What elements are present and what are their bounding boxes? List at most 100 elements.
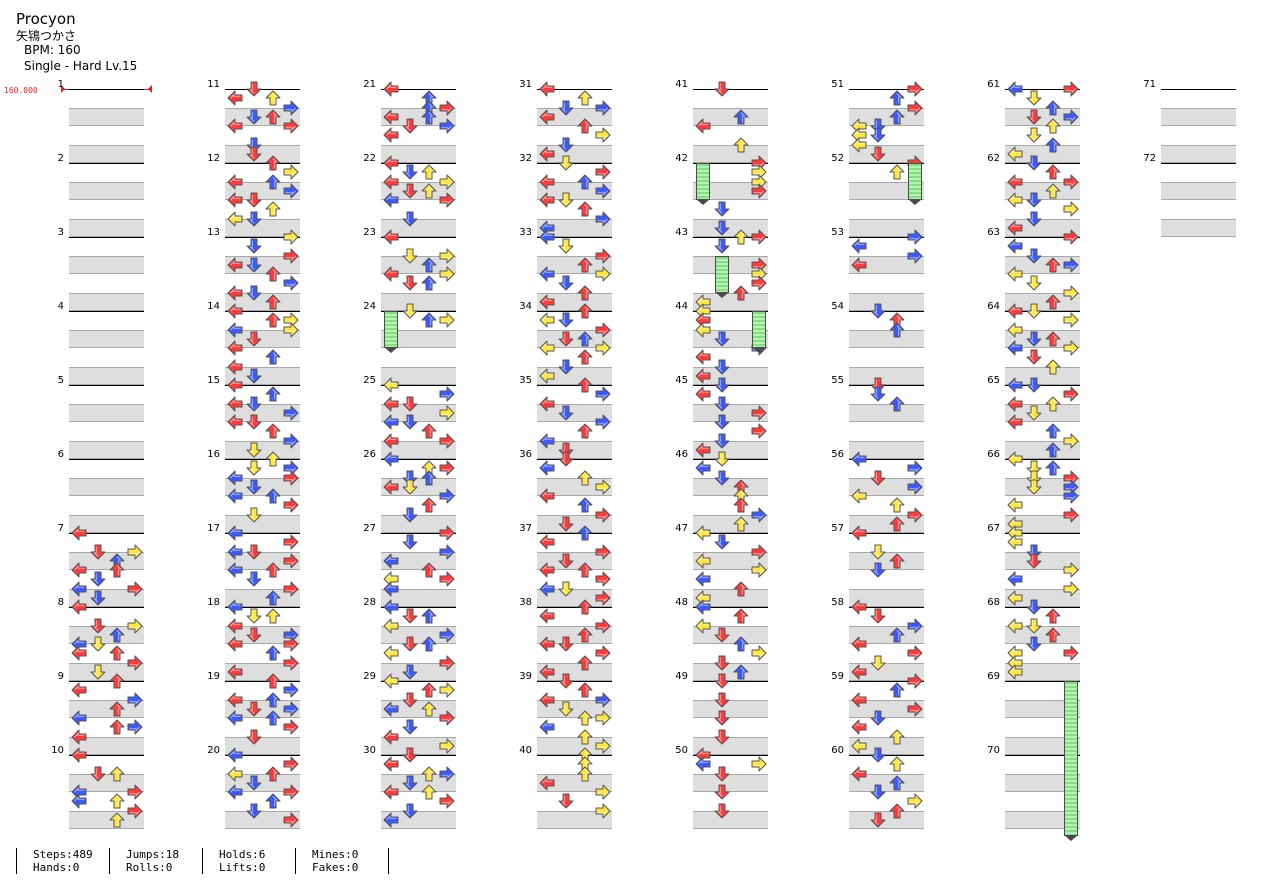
measure-number: 5 [57, 375, 64, 386]
note-arrow-up [265, 710, 281, 726]
note-arrow-right [439, 433, 455, 449]
beat-band [1005, 514, 1080, 533]
note-arrow-left [227, 90, 243, 106]
note-arrow-down [714, 359, 730, 375]
note-arrow-down [246, 238, 262, 254]
note-arrow-right [1063, 229, 1079, 245]
note-arrow-right [751, 562, 767, 578]
note-arrow-down [402, 164, 418, 180]
beat-band [381, 292, 456, 311]
note-arrow-down [1026, 155, 1042, 171]
measure-number: 71 [1143, 79, 1156, 90]
note-arrow-up [1045, 396, 1061, 412]
note-arrow-down [714, 766, 730, 782]
beat-band [1005, 625, 1080, 644]
measure-line [849, 459, 924, 460]
note-arrow-up [421, 497, 437, 513]
note-arrow-down [558, 636, 574, 652]
measure-line [849, 681, 924, 682]
note-arrow-down [246, 460, 262, 476]
measure-line [849, 607, 924, 608]
beat-band [537, 292, 612, 311]
note-arrow-down [1026, 275, 1042, 291]
measure-line [1005, 385, 1080, 386]
beat-band [849, 107, 924, 126]
note-arrow-right [283, 701, 299, 717]
note-arrow-down [402, 534, 418, 550]
measure-line [69, 459, 144, 460]
note-arrow-down [1026, 211, 1042, 227]
beat-band [225, 292, 300, 311]
note-arrow-right [283, 682, 299, 698]
note-arrow-left [383, 451, 399, 467]
measure-number: 23 [363, 227, 376, 238]
measure-number: 47 [675, 523, 688, 534]
measure-line [537, 311, 612, 312]
note-arrow-up [889, 90, 905, 106]
note-arrow-up [421, 784, 437, 800]
note-arrow-right [907, 673, 923, 689]
note-arrow-up [109, 812, 125, 828]
note-arrow-up [1045, 331, 1061, 347]
beat-band [225, 514, 300, 533]
note-arrow-left [1007, 618, 1023, 634]
beat-band [1005, 181, 1080, 200]
note-arrow-left [1007, 377, 1023, 393]
note-arrow-left [71, 581, 87, 597]
note-arrow-right [595, 507, 611, 523]
note-arrow-left [227, 211, 243, 227]
note-arrow-down [246, 479, 262, 495]
beat-band [69, 514, 144, 533]
beat-band [225, 403, 300, 422]
note-arrow-right [439, 525, 455, 541]
note-arrow-left [227, 636, 243, 652]
note-arrow-right [283, 534, 299, 550]
beat-band [1161, 181, 1236, 200]
measure-line [537, 237, 612, 238]
beat-band [69, 292, 144, 311]
note-arrow-up [889, 627, 905, 643]
note-arrow-right [439, 386, 455, 402]
note-arrow-left [539, 664, 555, 680]
note-arrow-up [577, 562, 593, 578]
beat-band [225, 588, 300, 607]
measure-number: 25 [363, 375, 376, 386]
measure-line [693, 163, 768, 164]
note-arrow-right [439, 571, 455, 587]
song-artist: 矢鴇つかさ [16, 29, 77, 43]
measure-line [69, 385, 144, 386]
note-arrow-left [539, 581, 555, 597]
note-arrow-up [109, 701, 125, 717]
note-arrow-left [227, 784, 243, 800]
note-arrow-up [577, 682, 593, 698]
note-arrow-right [595, 590, 611, 606]
note-arrow-left [383, 396, 399, 412]
note-arrow-down [402, 636, 418, 652]
note-arrow-left [71, 747, 87, 763]
beat-band [381, 329, 456, 348]
hold-note [715, 255, 729, 298]
measure-line [225, 681, 300, 682]
note-arrow-down [870, 303, 886, 319]
beat-band [1005, 773, 1080, 792]
note-arrow-left [227, 488, 243, 504]
note-arrow-left [227, 710, 243, 726]
beat-band [1005, 366, 1080, 385]
note-arrow-up [265, 562, 281, 578]
note-arrow-down [402, 507, 418, 523]
note-arrow-left [539, 192, 555, 208]
note-arrow-down [246, 285, 262, 301]
note-arrow-right [595, 386, 611, 402]
note-arrow-right [751, 183, 767, 199]
measure-line [1005, 533, 1080, 534]
note-arrow-right [1063, 562, 1079, 578]
note-arrow-left [539, 266, 555, 282]
note-arrow-left [1007, 81, 1023, 97]
note-arrow-right [751, 544, 767, 560]
measure-line [1005, 681, 1080, 682]
beat-band [1005, 588, 1080, 607]
note-arrow-down [90, 636, 106, 652]
measure-number: 62 [987, 153, 1000, 164]
note-arrow-left [383, 701, 399, 717]
beat-band [849, 699, 924, 718]
